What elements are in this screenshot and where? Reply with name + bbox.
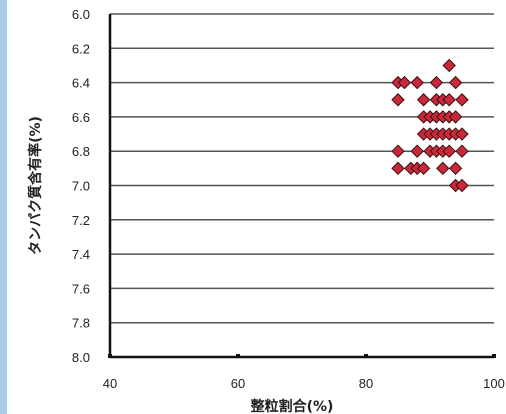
data-point xyxy=(429,75,444,90)
data-point xyxy=(448,110,463,124)
y-tick-label: 6.6 xyxy=(72,110,90,125)
x-tick-mark xyxy=(364,354,368,358)
x-tick-label: 40 xyxy=(103,376,117,391)
data-point xyxy=(436,161,450,176)
axes xyxy=(108,14,496,359)
data-point xyxy=(416,161,431,176)
data-point xyxy=(455,178,469,193)
y-axis-title: タンパク質含有率(%) xyxy=(27,116,44,255)
data-point xyxy=(442,58,456,73)
grid-lines xyxy=(110,13,494,358)
data-point xyxy=(410,144,424,158)
x-axis-title: 整粒割合(%) xyxy=(250,398,334,414)
data-point xyxy=(442,93,456,107)
y-tick-labels: 6.0 6.2 6.4 6.6 6.8 7.0 7.2 7.4 7.6 7.8 8.0 xyxy=(72,7,90,365)
data-point xyxy=(397,75,412,90)
data-point xyxy=(455,127,469,141)
data-point xyxy=(391,93,405,107)
y-tick-label: 7.2 xyxy=(72,213,90,228)
y-tick-label: 6.4 xyxy=(72,76,90,91)
y-tick-label: 7.8 xyxy=(72,316,90,331)
x-tick-mark xyxy=(108,354,112,358)
data-point xyxy=(455,144,469,158)
data-point xyxy=(391,161,405,176)
y-tick-label: 8.0 xyxy=(72,350,90,365)
x-tick-labels: 40 60 80 100 xyxy=(103,376,505,391)
x-tick-mark xyxy=(236,354,240,358)
data-point xyxy=(391,144,405,158)
data-point xyxy=(442,144,456,158)
y-tick-label: 7.6 xyxy=(72,281,90,296)
data-point xyxy=(448,161,463,176)
data-point xyxy=(410,75,424,90)
data-point xyxy=(448,75,463,90)
x-tick-label: 100 xyxy=(483,376,505,391)
y-tick-label: 7.0 xyxy=(72,179,90,194)
y-tick-label: 6.8 xyxy=(72,144,90,159)
y-tick-label: 6.0 xyxy=(72,7,90,22)
data-points xyxy=(391,58,469,193)
data-point xyxy=(455,93,469,107)
x-tick-label: 80 xyxy=(359,376,373,391)
y-tick-label: 7.4 xyxy=(72,247,90,262)
x-tick-label: 60 xyxy=(231,376,245,391)
left-edge-strip xyxy=(0,0,7,414)
data-point xyxy=(416,93,431,107)
x-tick-mark xyxy=(492,354,496,358)
y-tick-label: 6.2 xyxy=(72,41,90,56)
